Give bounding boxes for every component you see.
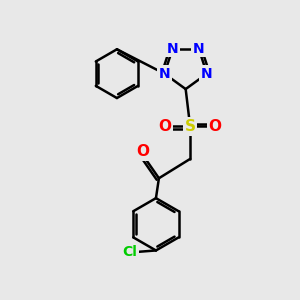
Text: N: N: [167, 42, 178, 56]
Text: O: O: [136, 144, 149, 159]
Text: O: O: [159, 119, 172, 134]
Text: N: N: [193, 42, 205, 56]
Text: N: N: [201, 67, 213, 81]
Text: Cl: Cl: [123, 245, 137, 259]
Text: N: N: [159, 67, 170, 81]
Text: O: O: [208, 119, 222, 134]
Text: S: S: [184, 119, 196, 134]
